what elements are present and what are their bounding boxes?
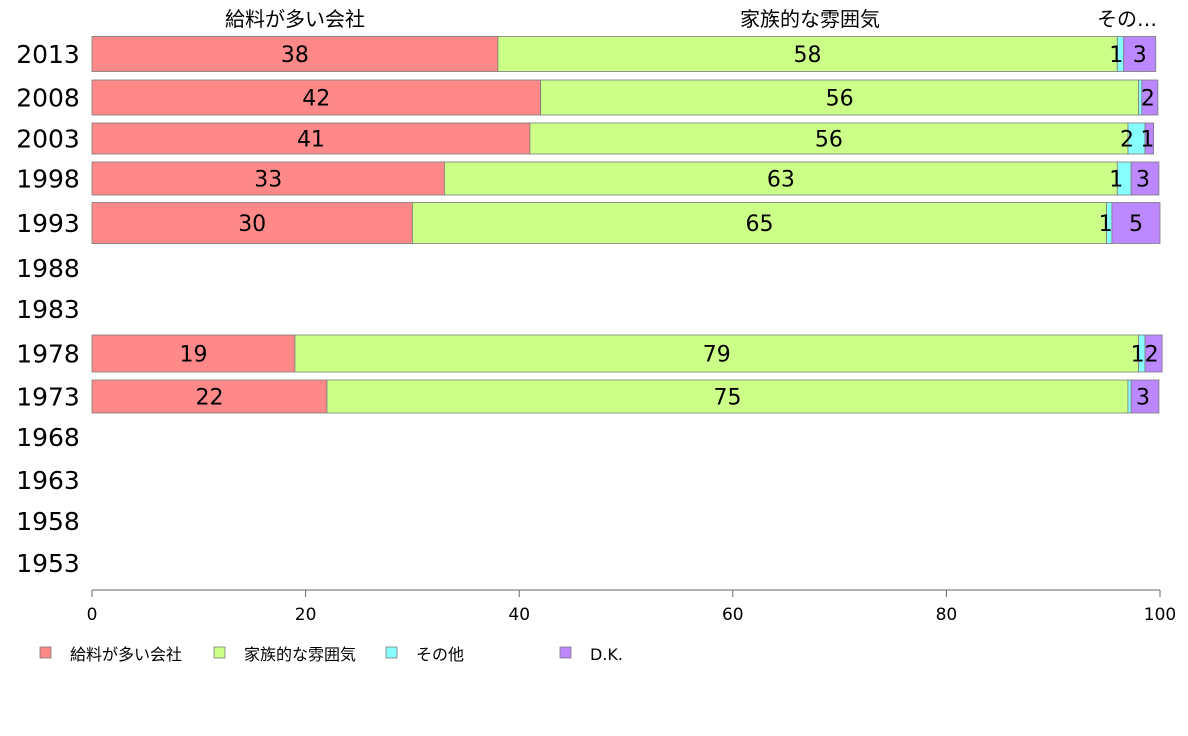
- bar-value-label: 1: [1109, 43, 1123, 68]
- bar-segment: [1127, 379, 1132, 414]
- x-tick-label: 20: [295, 605, 317, 625]
- bar-value-label: 41: [297, 128, 325, 153]
- column-header: 家族的な雰囲気: [740, 7, 880, 31]
- legend-label: 家族的な雰囲気: [244, 645, 356, 664]
- bar-value-label: 2: [1120, 128, 1134, 153]
- bar-value-label: 79: [703, 343, 731, 368]
- year-label: 1978: [16, 340, 80, 369]
- bar-segment: [1111, 202, 1161, 244]
- x-tick-label: 40: [508, 605, 530, 625]
- year-label: 1983: [16, 295, 80, 324]
- year-labels: 2013 2008 2003 1998 1993 1988 1983 1978 1973 1968…: [16, 40, 80, 578]
- column-headers: 給料が多い会社 家族的な雰囲気 その…: [225, 7, 1157, 31]
- bar-value-label: 1: [1140, 128, 1154, 153]
- year-label: 1958: [16, 507, 80, 536]
- bar-segment: [91, 379, 328, 414]
- year-label: 1988: [16, 254, 80, 283]
- bar-value-label: 19: [179, 343, 207, 368]
- bar-segment: [1141, 79, 1159, 116]
- bar-segment: [411, 202, 1108, 244]
- bars: 38 58 1 342 56 241 56 2 133 63 1 330 65 1 519 79 1 222 75 3: [91, 36, 1163, 414]
- legend-label: その他: [416, 645, 464, 664]
- bar-segment: [91, 202, 413, 244]
- bar-value-label: 1: [1131, 343, 1145, 368]
- x-tick-label: 80: [936, 605, 958, 625]
- bar-segment: [91, 334, 296, 373]
- bar-value-label: 33: [254, 168, 282, 193]
- bar-value-label: 3: [1136, 386, 1150, 411]
- year-label: 1998: [16, 165, 80, 194]
- bar-value-label: 75: [713, 386, 741, 411]
- bar-value-label: 42: [302, 87, 330, 112]
- year-label: 1968: [16, 423, 80, 452]
- bar-value-label: 30: [238, 212, 266, 237]
- bar-value-label: 1: [1099, 212, 1113, 237]
- bar-value-label: 22: [195, 386, 223, 411]
- bar-segment: [326, 379, 1129, 414]
- column-header: 給料が多い会社: [225, 7, 365, 31]
- bar-segment: [444, 161, 1118, 196]
- legend-label: 給料が多い会社: [70, 645, 182, 664]
- year-label: 2003: [16, 125, 80, 154]
- legend: 給料が多い会社 家族的な雰囲気 その他 D.K.: [39, 645, 623, 664]
- bar-segment: [1144, 334, 1163, 373]
- x-axis: 0 20 40 60 80 100: [87, 589, 1176, 625]
- bar-segment: [1144, 122, 1154, 155]
- x-tick-label: 0: [87, 605, 98, 625]
- x-tick-label: 100: [1144, 605, 1176, 625]
- year-label: 1963: [16, 466, 80, 495]
- bar-segment: [1123, 36, 1157, 72]
- bar-value-label: 2: [1145, 343, 1159, 368]
- bar-value-label: 5: [1129, 212, 1143, 237]
- bar-segment: [294, 334, 1140, 373]
- bar-segment: [1130, 161, 1160, 196]
- bar-value-label: 3: [1136, 168, 1150, 193]
- bar-value-label: 65: [746, 212, 774, 237]
- bar-segment: [497, 36, 1118, 72]
- bar-value-label: 3: [1133, 43, 1147, 68]
- legend-swatch: [39, 646, 52, 659]
- x-tick-label: 60: [722, 605, 744, 625]
- bar-value-label: 58: [794, 43, 822, 68]
- bar-segment: [91, 122, 531, 155]
- year-label: 1973: [16, 383, 80, 412]
- legend-swatch: [559, 646, 572, 659]
- bar-segment: [1130, 379, 1160, 414]
- legend-swatch: [213, 646, 226, 659]
- bar-value-label: 56: [826, 87, 854, 112]
- bar-value-label: 2: [1141, 87, 1155, 112]
- bar-segment: [529, 122, 1129, 155]
- legend-swatch: [385, 646, 398, 659]
- year-label: 1953: [16, 549, 80, 578]
- year-label: 2013: [16, 40, 80, 69]
- legend-label: D.K.: [590, 645, 623, 664]
- bar-value-label: 56: [815, 128, 843, 153]
- bar-segment: [91, 36, 499, 72]
- bar-value-label: 63: [767, 168, 795, 193]
- column-header: その…: [1097, 7, 1157, 31]
- bar-segment: [540, 79, 1140, 116]
- year-label: 2008: [16, 84, 80, 113]
- bar-value-label: 38: [281, 43, 309, 68]
- year-label: 1993: [16, 209, 80, 238]
- bar-value-label: 1: [1109, 168, 1123, 193]
